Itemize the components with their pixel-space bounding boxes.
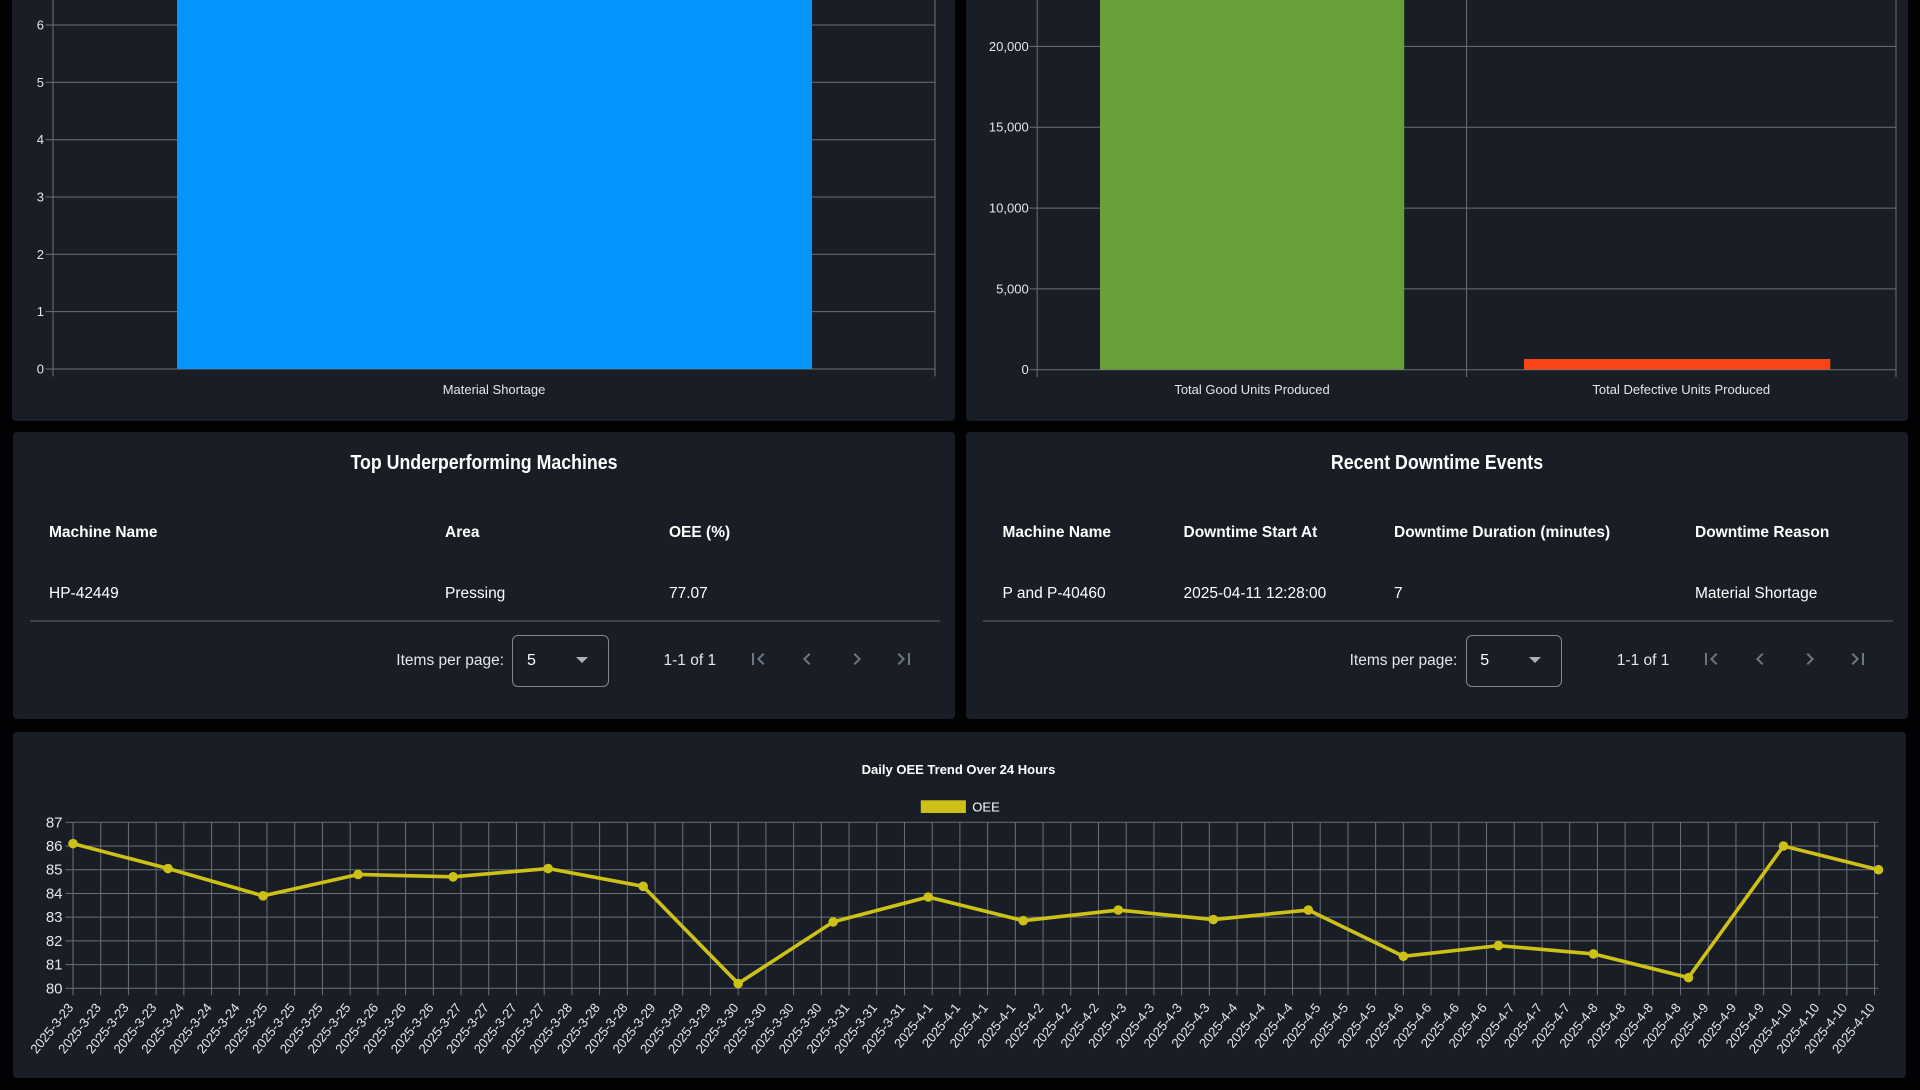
svg-text:4: 4 xyxy=(37,132,44,147)
svg-text:87: 87 xyxy=(45,814,62,831)
svg-text:Total Good Units Produced: Total Good Units Produced xyxy=(1174,382,1329,397)
svg-text:0: 0 xyxy=(1021,362,1028,377)
svg-text:Total Defective Units Produced: Total Defective Units Produced xyxy=(1592,382,1770,397)
svg-text:6: 6 xyxy=(37,18,44,33)
svg-text:83: 83 xyxy=(45,909,62,926)
svg-text:Material Shortage: Material Shortage xyxy=(443,382,546,397)
svg-text:Daily OEE Trend Over 24 Hours: Daily OEE Trend Over 24 Hours xyxy=(861,762,1055,777)
svg-text:80: 80 xyxy=(45,980,62,997)
svg-text:82: 82 xyxy=(45,933,62,950)
svg-text:85: 85 xyxy=(45,861,62,878)
svg-text:OEE: OEE xyxy=(972,799,1000,814)
svg-text:81: 81 xyxy=(45,956,62,973)
svg-text:2: 2 xyxy=(37,247,44,262)
svg-text:5: 5 xyxy=(37,75,44,90)
svg-text:84: 84 xyxy=(45,885,62,902)
svg-text:20,000: 20,000 xyxy=(989,39,1029,54)
svg-text:15,000: 15,000 xyxy=(989,120,1029,135)
svg-text:5,000: 5,000 xyxy=(996,281,1029,296)
svg-text:1: 1 xyxy=(37,304,44,319)
svg-text:86: 86 xyxy=(45,838,62,855)
svg-text:3: 3 xyxy=(37,190,44,205)
svg-text:10,000: 10,000 xyxy=(989,201,1029,216)
svg-text:0: 0 xyxy=(37,362,44,377)
